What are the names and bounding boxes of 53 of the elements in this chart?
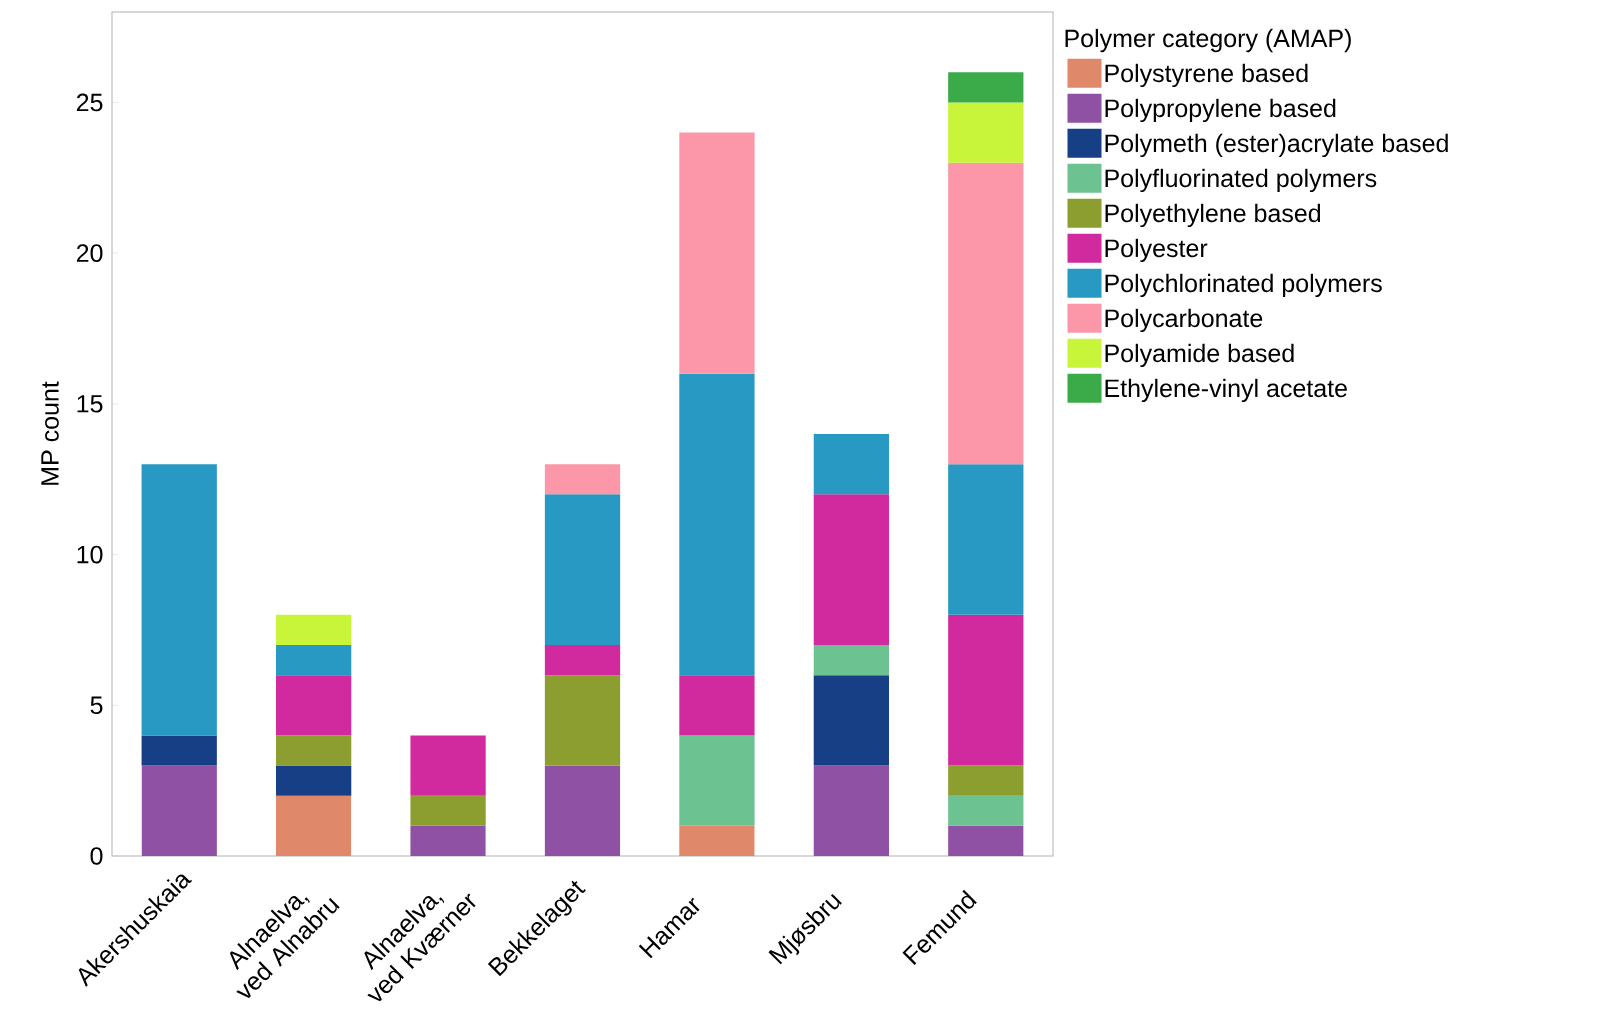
legend-label: Polypropylene based bbox=[1105, 98, 1336, 123]
bar bbox=[948, 162, 1024, 465]
y-tick-label: 10 bbox=[77, 545, 103, 564]
bar bbox=[544, 494, 621, 645]
bar bbox=[276, 795, 352, 856]
bar bbox=[679, 132, 755, 374]
bar bbox=[544, 675, 621, 766]
bar bbox=[276, 765, 352, 796]
legend-label: Polymeth (ester)acrylate based bbox=[1105, 133, 1448, 158]
bar bbox=[410, 795, 486, 826]
bar bbox=[276, 614, 352, 645]
bar bbox=[276, 675, 352, 736]
bar bbox=[948, 795, 1024, 826]
bar bbox=[813, 645, 889, 676]
bar bbox=[276, 735, 352, 766]
legend-label: Polycarbonate bbox=[1105, 308, 1263, 333]
y-tick-label: 15 bbox=[77, 395, 103, 413]
bar bbox=[813, 434, 889, 495]
bar bbox=[679, 735, 755, 826]
bar bbox=[948, 825, 1024, 856]
bar bbox=[948, 102, 1024, 163]
y-tick-label: 0 bbox=[90, 847, 103, 865]
bar bbox=[948, 72, 1024, 103]
legend-title: Polymer category (AMAP) bbox=[1065, 28, 1351, 53]
bar bbox=[948, 464, 1024, 615]
bar bbox=[679, 373, 755, 676]
bar bbox=[410, 735, 486, 796]
bar bbox=[948, 765, 1024, 796]
bar bbox=[679, 825, 755, 856]
bar bbox=[141, 464, 217, 736]
y-tick-label: 25 bbox=[76, 93, 103, 112]
bar bbox=[544, 464, 621, 495]
bar bbox=[813, 494, 889, 645]
legend-label: Ethylene-vinyl acetate bbox=[1105, 378, 1347, 403]
legend-label: Polyfluorinated polymers bbox=[1105, 168, 1377, 193]
bar bbox=[410, 825, 486, 856]
bar bbox=[948, 614, 1024, 766]
bar bbox=[141, 735, 217, 766]
y-axis-title: MP count bbox=[41, 381, 59, 485]
legend-label: Polystyrene based bbox=[1105, 63, 1308, 88]
legend-label: Polychlorinated polymers bbox=[1105, 273, 1382, 298]
legend-label: Polyamide based bbox=[1105, 343, 1294, 368]
y-tick-label: 20 bbox=[76, 244, 103, 262]
bar bbox=[141, 765, 217, 856]
bar bbox=[544, 765, 621, 856]
bar bbox=[679, 675, 755, 736]
bar bbox=[813, 675, 889, 766]
legend-label: Polyester bbox=[1105, 238, 1208, 263]
legend-label: Polyethylene based bbox=[1105, 203, 1321, 228]
bar bbox=[544, 645, 621, 676]
bar bbox=[276, 645, 352, 676]
y-tick-label: 5 bbox=[90, 696, 103, 715]
bar bbox=[813, 765, 889, 856]
